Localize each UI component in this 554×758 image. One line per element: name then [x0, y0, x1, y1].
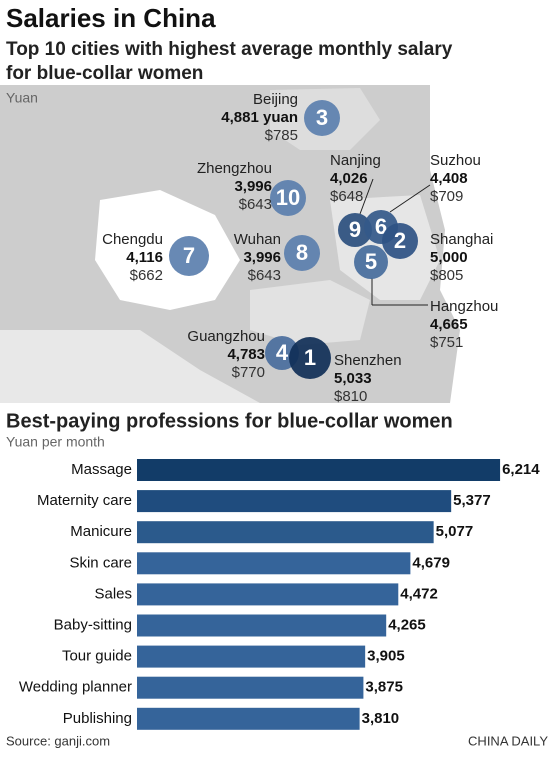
- bar: [137, 707, 360, 730]
- city-name: Guangzhou: [187, 328, 265, 345]
- city-usd: $643: [239, 196, 272, 213]
- city-rank: 7: [183, 243, 195, 268]
- city-name: Shanghai: [430, 231, 493, 248]
- city-bubble: [284, 235, 320, 271]
- city-usd: $709: [430, 188, 463, 205]
- city-bubble: [338, 213, 372, 247]
- city-yuan: 4,116: [126, 249, 163, 266]
- city-usd: $643: [248, 267, 281, 284]
- map-background: [0, 85, 554, 403]
- city-usd: $785: [265, 127, 298, 144]
- bar: [137, 521, 434, 544]
- bar: [137, 490, 452, 513]
- subtitle: Top 10 cities with highest average month…: [6, 39, 458, 84]
- value-label: 5,077: [436, 523, 474, 540]
- value-label: 4,265: [388, 616, 426, 633]
- city-rank: 9: [349, 217, 361, 242]
- city-bubble: [169, 236, 209, 276]
- city-yuan: 4,665: [430, 316, 468, 333]
- bar: [137, 645, 366, 668]
- city-name: Zhengzhou: [197, 160, 272, 177]
- bar: [137, 614, 387, 637]
- value-label: 5,377: [453, 492, 491, 509]
- city-yuan: 3,996: [234, 178, 272, 195]
- city-bubble: [270, 180, 306, 216]
- city-usd: $770: [232, 364, 265, 381]
- bar: [137, 552, 411, 575]
- city-name: Nanjing: [330, 152, 381, 169]
- city-rank: 6: [375, 214, 387, 239]
- source: Source: ganji.com: [6, 733, 110, 748]
- value-label: 6,214: [502, 461, 540, 478]
- city-yuan: 5,033: [334, 370, 372, 387]
- city-yuan: 5,000: [430, 249, 468, 266]
- bar: [137, 676, 364, 699]
- city-name: Chengdu: [102, 231, 163, 248]
- credit: CHINA DAILY: [468, 733, 548, 748]
- city-bubble: [354, 245, 388, 279]
- city-rank: 1: [304, 345, 316, 370]
- value-label: 4,472: [400, 585, 438, 602]
- city-usd: $662: [130, 267, 163, 284]
- category-label: Baby-sitting: [54, 616, 132, 633]
- city-name: Beijing: [253, 91, 298, 108]
- city-name: Wuhan: [234, 231, 281, 248]
- category-label: Massage: [71, 461, 132, 478]
- city-yuan: 4,783: [227, 346, 265, 363]
- value-label: 3,875: [365, 679, 403, 696]
- city-name: Shenzhen: [334, 352, 402, 369]
- title: Salaries in China: [6, 3, 216, 33]
- bar: [137, 583, 399, 606]
- city-rank: 10: [276, 185, 300, 210]
- city-rank: 5: [365, 249, 377, 274]
- value-label: 4,679: [412, 554, 450, 571]
- city-yuan: 4,026: [330, 170, 368, 187]
- city-rank: 8: [296, 240, 308, 265]
- city-usd: $805: [430, 267, 463, 284]
- category-label: Publishing: [63, 710, 132, 727]
- city-yuan: 3,996: [243, 249, 281, 266]
- bar: [137, 459, 501, 481]
- category-label: Maternity care: [37, 492, 132, 509]
- city-name: Suzhou: [430, 152, 481, 169]
- chart-subtitle: Yuan per month: [6, 434, 105, 450]
- city-yuan: 4,408: [430, 170, 468, 187]
- city-bubble: [382, 223, 418, 259]
- city-rank: 3: [316, 105, 328, 130]
- chart-title: Best-paying professions for blue-collar …: [6, 410, 453, 432]
- category-label: Sales: [94, 585, 132, 602]
- value-label: 3,810: [362, 710, 400, 727]
- city-usd: $810: [334, 388, 367, 405]
- category-label: Manicure: [70, 523, 132, 540]
- value-label: 3,905: [367, 648, 405, 665]
- city-bubble: [289, 337, 331, 379]
- city-usd: $648: [330, 188, 363, 205]
- city-rank: 2: [394, 228, 406, 253]
- city-name: Hangzhou: [430, 298, 498, 315]
- city-usd: $751: [430, 334, 463, 351]
- category-label: Wedding planner: [19, 679, 132, 696]
- category-label: Tour guide: [62, 648, 132, 665]
- city-bubble: [304, 100, 340, 136]
- unit: Yuan: [6, 90, 38, 106]
- city-rank: 4: [276, 340, 289, 365]
- category-label: Skin care: [69, 554, 132, 571]
- city-yuan: 4,881 yuan: [221, 109, 298, 126]
